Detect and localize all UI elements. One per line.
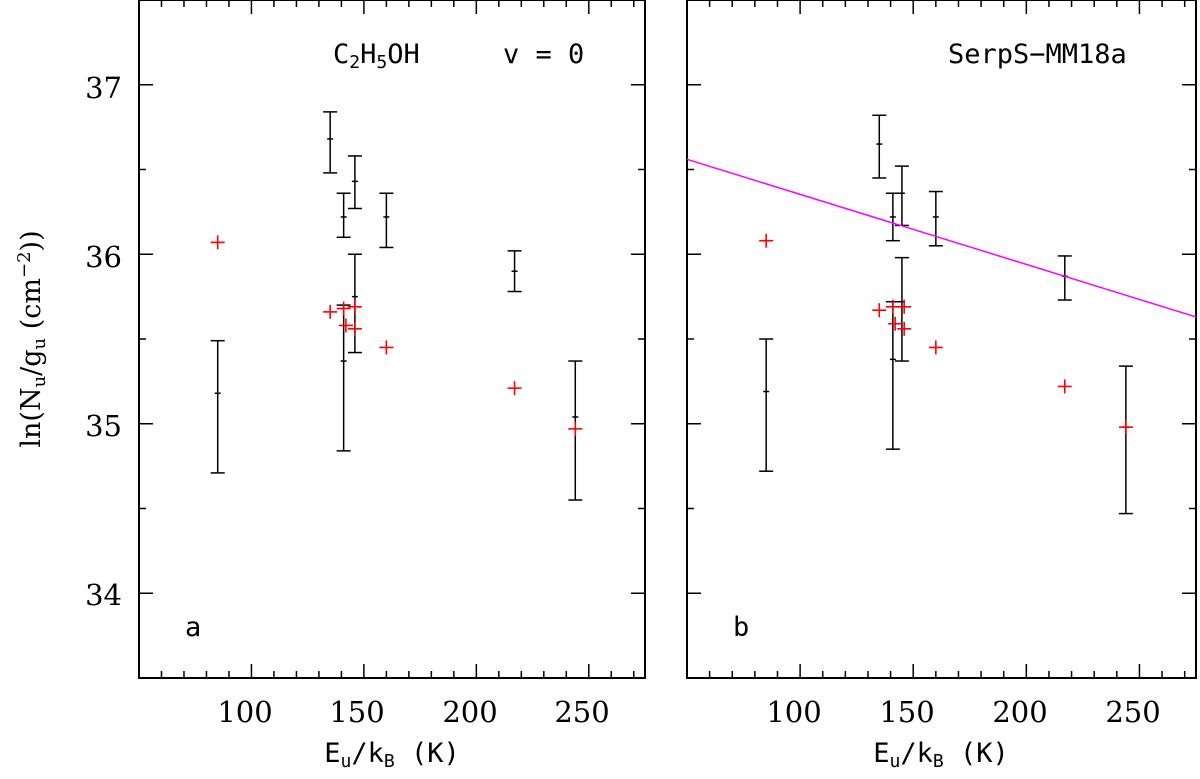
observed-point-a-2 <box>336 192 351 239</box>
panel-a-marks <box>210 111 583 501</box>
model-point-a-7 <box>507 381 522 396</box>
model-point-b-8 <box>1118 420 1133 435</box>
x-axis-label-a: Eu/kB (K) <box>324 738 460 772</box>
model-point-b-1 <box>872 303 887 318</box>
x-tick-label-a-150: 150 <box>329 695 384 729</box>
panel-b-ticks <box>687 0 1196 678</box>
y-tick-label-36: 36 <box>85 240 122 274</box>
y-tick-label-35: 35 <box>85 409 122 443</box>
model-point-a-2 <box>336 301 351 316</box>
observed-point-b-8 <box>1118 365 1133 515</box>
x-tick-label-b-250: 250 <box>1105 695 1160 729</box>
model-point-b-0 <box>759 233 774 248</box>
x-axis-label-b: Eu/kB (K) <box>873 738 1009 772</box>
x-tick-label-a-250: 250 <box>554 695 609 729</box>
model-point-b-3 <box>888 316 903 331</box>
fit-line-b <box>686 158 1197 318</box>
model-point-b-4 <box>897 299 912 314</box>
model-point-a-5 <box>347 321 362 336</box>
x-tick-label-a-200: 200 <box>442 695 497 729</box>
panel-b-source-title: SerpS−MM18a <box>948 39 1127 70</box>
model-point-b-5 <box>897 321 912 336</box>
model-point-a-3 <box>338 318 353 333</box>
y-tick-label-37: 37 <box>85 71 122 105</box>
model-point-a-8 <box>568 421 583 436</box>
panel-b-letter: b <box>733 612 749 643</box>
model-point-b-7 <box>1057 379 1072 394</box>
observed-point-a-7 <box>507 250 522 293</box>
panel-a-frame <box>138 0 646 679</box>
model-point-a-1 <box>323 304 338 319</box>
panel-a-state-label: v = 0 <box>503 39 584 70</box>
x-tick-label-a-100: 100 <box>217 695 272 729</box>
panel-a-letter: a <box>185 612 201 643</box>
x-tick-label-b-100: 100 <box>766 695 821 729</box>
model-point-b-6 <box>928 340 943 355</box>
observed-point-a-6 <box>379 192 394 249</box>
observed-point-b-1 <box>872 114 887 179</box>
observed-point-b-4 <box>894 165 909 227</box>
observed-point-a-1 <box>323 111 338 174</box>
observed-point-b-0 <box>759 338 774 472</box>
panel-a-ticks <box>139 0 645 678</box>
y-tick-label-34: 34 <box>85 578 122 612</box>
x-tick-label-b-150: 150 <box>879 695 934 729</box>
y-axis-label: ln(Nu/gu (cm−2)) <box>14 230 51 447</box>
observed-point-a-3 <box>336 304 351 452</box>
model-point-a-0 <box>210 235 225 250</box>
observed-point-b-2 <box>885 192 900 242</box>
panel-a-molecule-title: C2H5OH <box>333 39 420 73</box>
observed-point-a-0 <box>210 339 225 474</box>
x-tick-label-b-200: 200 <box>992 695 1047 729</box>
observed-point-a-4 <box>347 155 362 210</box>
model-point-a-6 <box>379 340 394 355</box>
model-point-a-4 <box>347 299 362 314</box>
panel-b-marks <box>686 114 1197 515</box>
observed-point-b-5 <box>894 256 909 362</box>
